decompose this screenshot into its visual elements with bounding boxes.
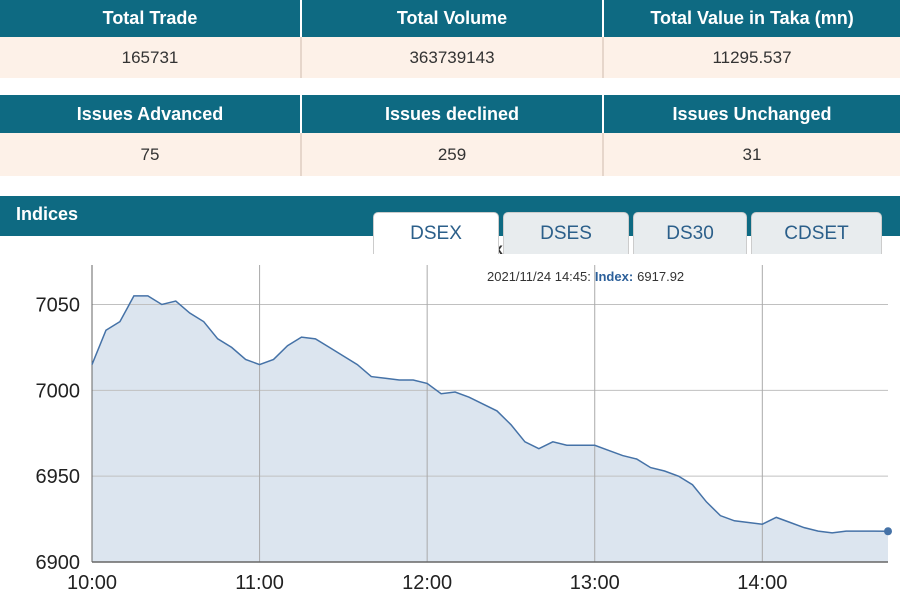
header-cell: Total Trade: [0, 0, 302, 37]
x-tick-label: 11:00: [235, 572, 284, 594]
line: [91, 295, 889, 534]
header-cell: Issues Advanced: [0, 95, 302, 133]
value-cell: 259: [302, 133, 604, 176]
value-cell: 165731: [0, 37, 302, 78]
tooltip-label: Index:: [595, 269, 633, 284]
y-tick-label: 7050: [36, 294, 81, 316]
tooltip: 2021/11/24 14:45: Index: 6917.92: [487, 269, 684, 284]
x-tick-label: 14:00: [737, 572, 787, 594]
x-tick-label: 10:00: [67, 572, 117, 594]
last-point: [884, 527, 892, 536]
y-tick-label: 6950: [36, 466, 81, 488]
tab[interactable]: DSES: [503, 212, 629, 254]
header-cell: Issues declined: [302, 95, 604, 133]
y-tick-label: 7000: [36, 380, 81, 402]
header-cell: Total Value in Taka (mn): [604, 0, 900, 37]
value-cell: 11295.537: [604, 37, 900, 78]
tab[interactable]: CDSET: [751, 212, 882, 254]
breadth-values: 75 259 31: [0, 133, 900, 176]
x-tick-label: 13:00: [570, 572, 620, 594]
tooltip-date: 2021/11/24 14:45:: [487, 269, 591, 284]
breadth-header: Issues Advanced Issues declined Issues U…: [0, 95, 900, 133]
tooltip-value: 6917.92: [637, 269, 684, 284]
indices-title: Indices: [16, 204, 79, 224]
stats-values: 165731 363739143 11295.537: [0, 37, 900, 78]
stats-header: Total Trade Total Volume Total Value in …: [0, 0, 900, 37]
value-cell: 363739143: [302, 37, 604, 78]
x-tick-label: 12:00: [402, 572, 452, 594]
tab[interactable]: DSEX: [373, 212, 499, 254]
tab[interactable]: DS30: [633, 212, 747, 254]
value-cell: 31: [604, 133, 900, 176]
area: [92, 295, 888, 562]
y-tick-label: 6900: [36, 552, 81, 574]
header-cell: Total Volume: [302, 0, 604, 37]
header-cell: Issues Unchanged: [604, 95, 900, 133]
value-cell: 75: [0, 133, 302, 176]
